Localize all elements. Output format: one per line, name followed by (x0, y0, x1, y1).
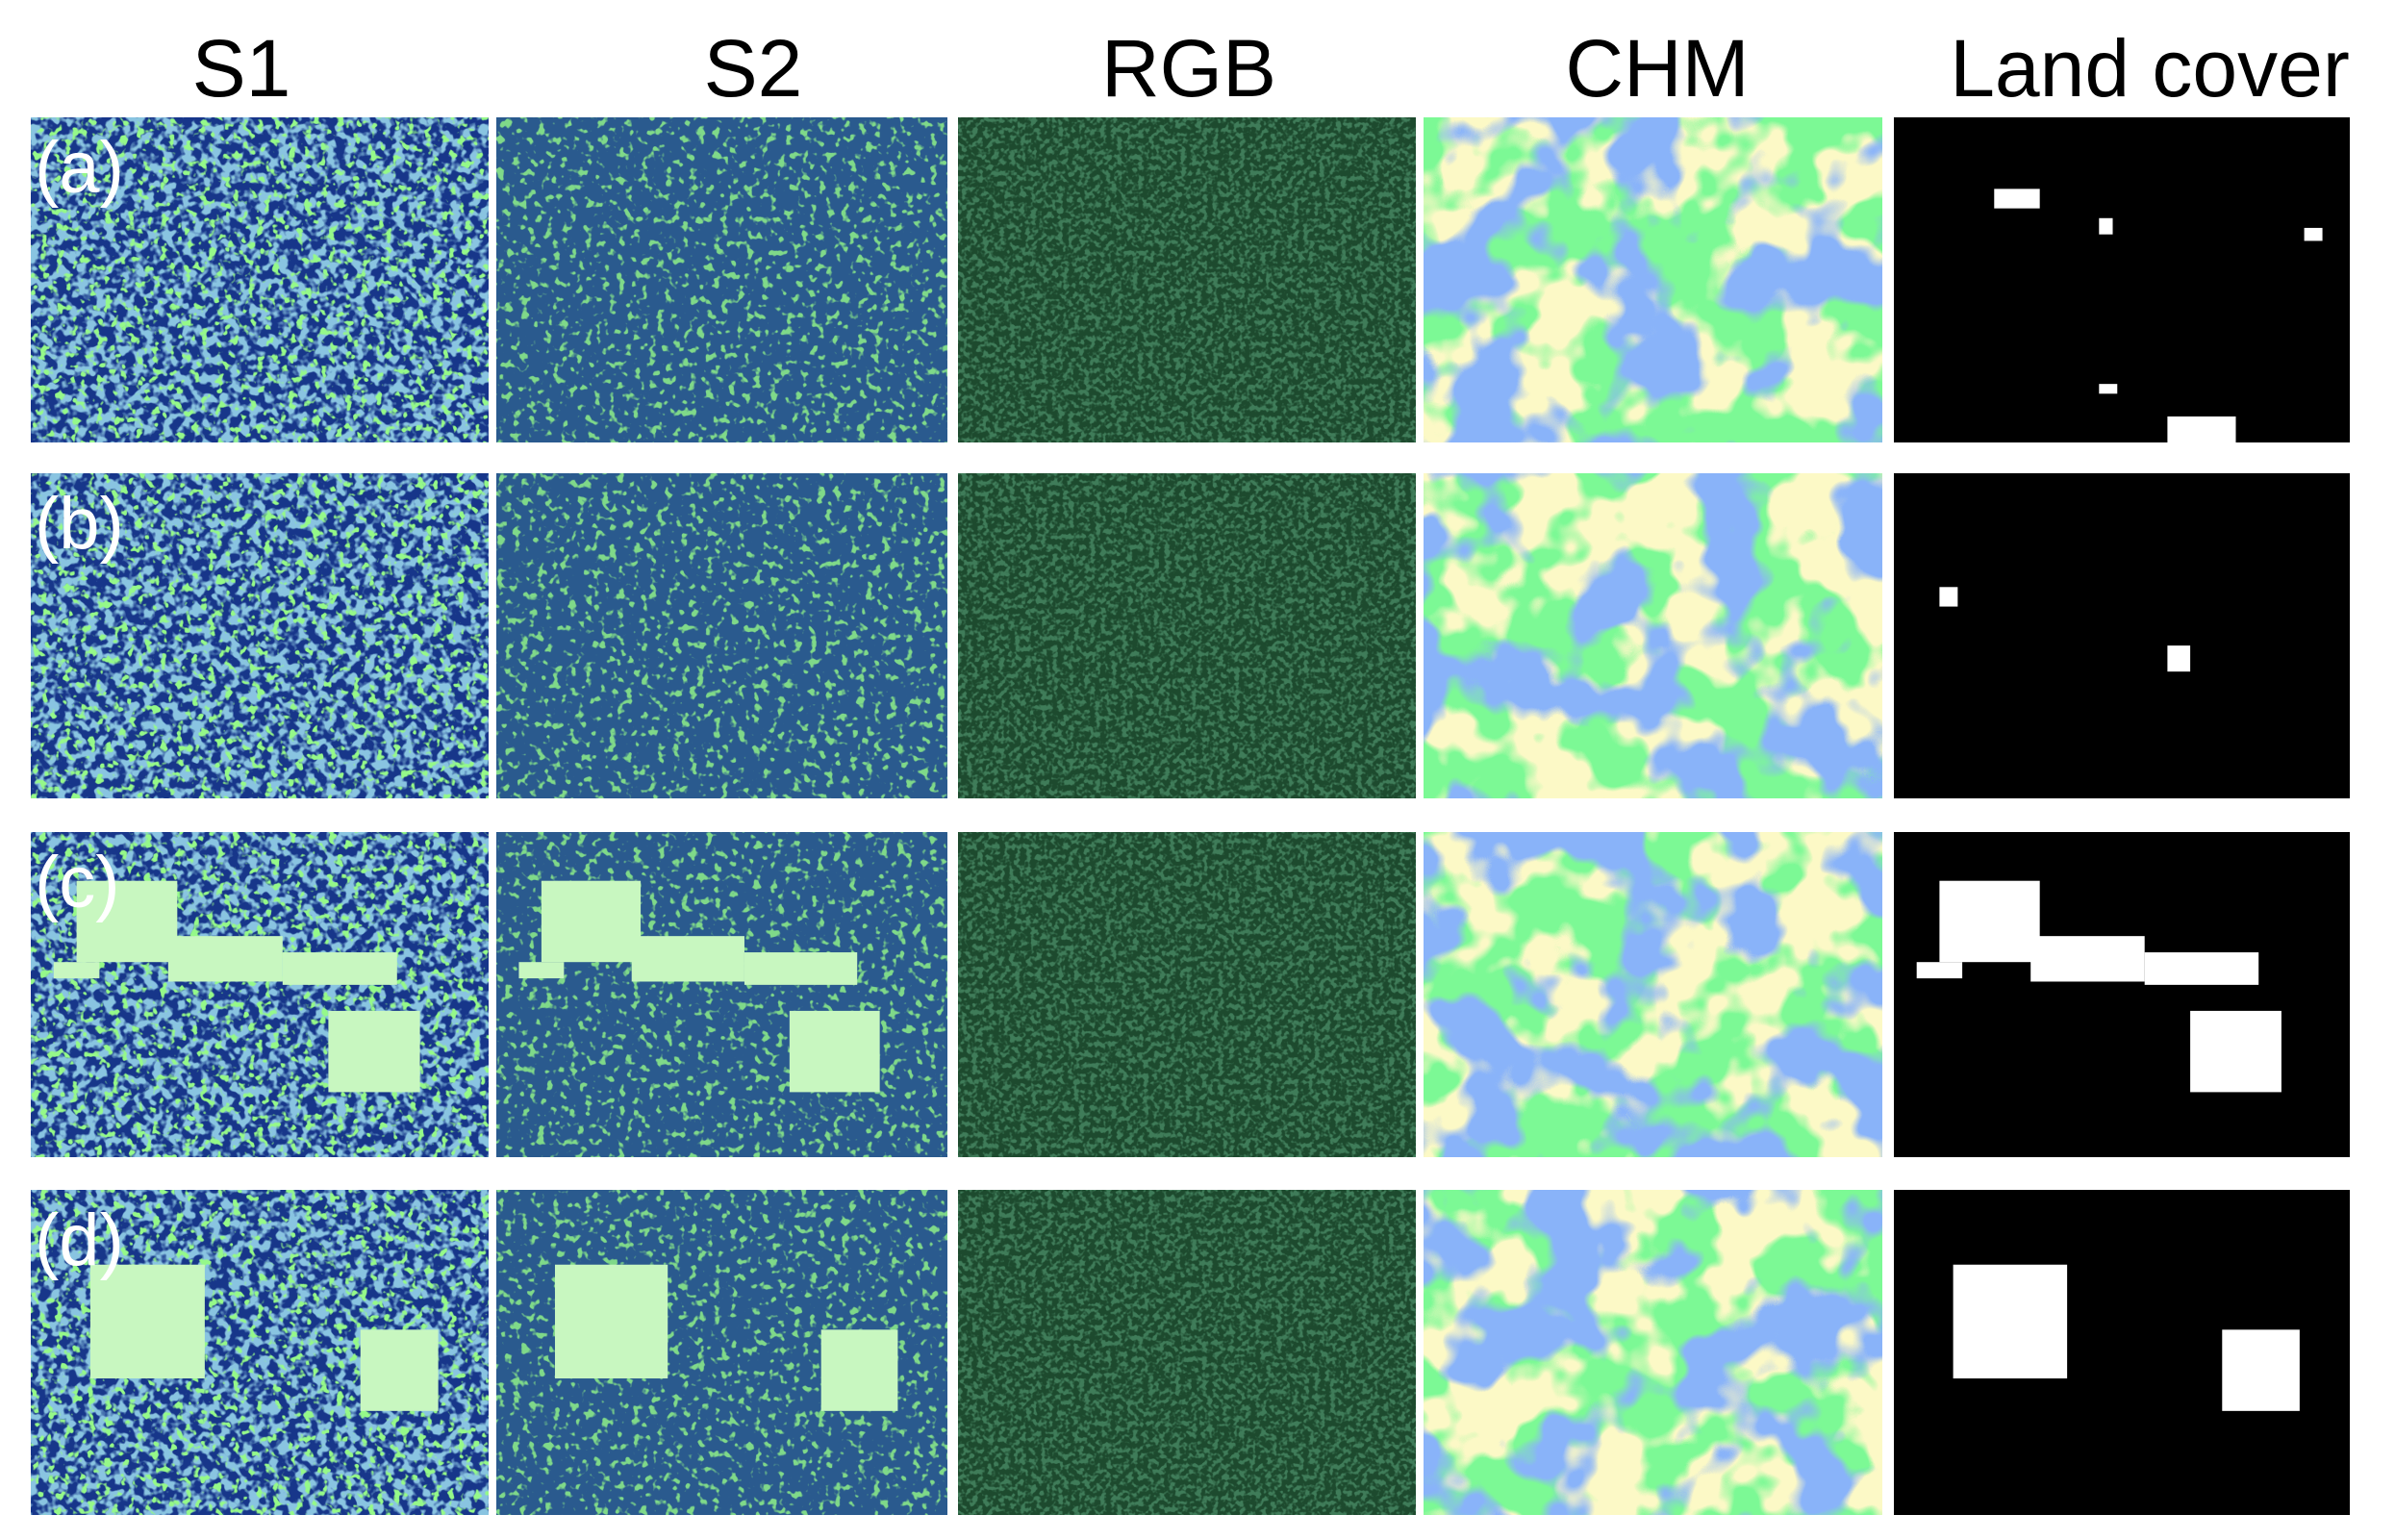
patch (1939, 587, 1958, 607)
texture (958, 473, 1416, 798)
patch (76, 880, 178, 963)
image-panel (496, 117, 947, 442)
row-label: (d) (35, 1199, 124, 1281)
patch (282, 952, 397, 985)
texture (958, 117, 1416, 442)
patch (631, 936, 744, 982)
image-panel (958, 1190, 1416, 1515)
patch (2144, 952, 2259, 985)
image-panel (31, 117, 489, 442)
image-panel (958, 832, 1416, 1157)
patch (744, 952, 858, 985)
texture (1424, 832, 1882, 1157)
texture (958, 1190, 1416, 1515)
panel-background (1894, 117, 2350, 442)
image-panel (1424, 832, 1882, 1157)
image-panel (1894, 117, 2350, 442)
image-panel (958, 117, 1416, 442)
patch (360, 1329, 439, 1411)
patch (2304, 227, 2323, 241)
patch (541, 880, 642, 963)
texture (1424, 473, 1882, 798)
image-panel (1894, 1190, 2350, 1515)
column-headers: S1 S2 RGB CHM Land cover (192, 23, 2350, 114)
image-panel (31, 1190, 489, 1515)
patch (53, 962, 100, 979)
image-panel (31, 473, 489, 798)
column-header: CHM (1565, 23, 1749, 114)
patch (1953, 1264, 2068, 1379)
image-panel (496, 1190, 947, 1515)
patch (2030, 936, 2145, 982)
patch (89, 1264, 205, 1379)
patch (328, 1010, 420, 1093)
image-panel (1894, 473, 2350, 798)
patch (554, 1264, 668, 1379)
row-label: (a) (35, 127, 124, 209)
patch (2222, 1329, 2300, 1411)
image-panel (1424, 117, 1882, 442)
panel-background (1894, 473, 2350, 798)
column-header: S2 (704, 23, 803, 114)
patch (2167, 645, 2191, 672)
texture (31, 117, 489, 442)
patch (2190, 1010, 2282, 1093)
patch (518, 962, 565, 979)
panel-grid (31, 117, 2350, 1515)
image-panel (958, 473, 1416, 798)
column-header: RGB (1101, 23, 1276, 114)
image-panel (31, 832, 489, 1157)
patch (1994, 189, 2040, 209)
column-header: Land cover (1950, 23, 2350, 114)
row-label: (c) (35, 842, 120, 923)
texture (496, 473, 947, 798)
patch (1916, 962, 1963, 979)
row-labels: (a) (b) (c) (d) (35, 127, 124, 1281)
patch (820, 1329, 898, 1411)
row-label: (b) (35, 483, 124, 565)
column-header: S1 (192, 23, 291, 114)
texture (1424, 1190, 1882, 1515)
texture (958, 832, 1416, 1157)
image-panel (1424, 1190, 1882, 1515)
image-panel (496, 473, 947, 798)
texture (496, 117, 947, 442)
image-panel (1894, 832, 2350, 1157)
patch (2099, 384, 2118, 394)
texture (31, 473, 489, 798)
image-panel (496, 832, 947, 1157)
patch (2099, 217, 2113, 235)
patch (789, 1010, 880, 1093)
image-panel (1424, 473, 1882, 798)
patch (1939, 880, 2040, 963)
patch (2167, 416, 2236, 442)
patch (167, 936, 283, 982)
texture (1424, 117, 1882, 442)
